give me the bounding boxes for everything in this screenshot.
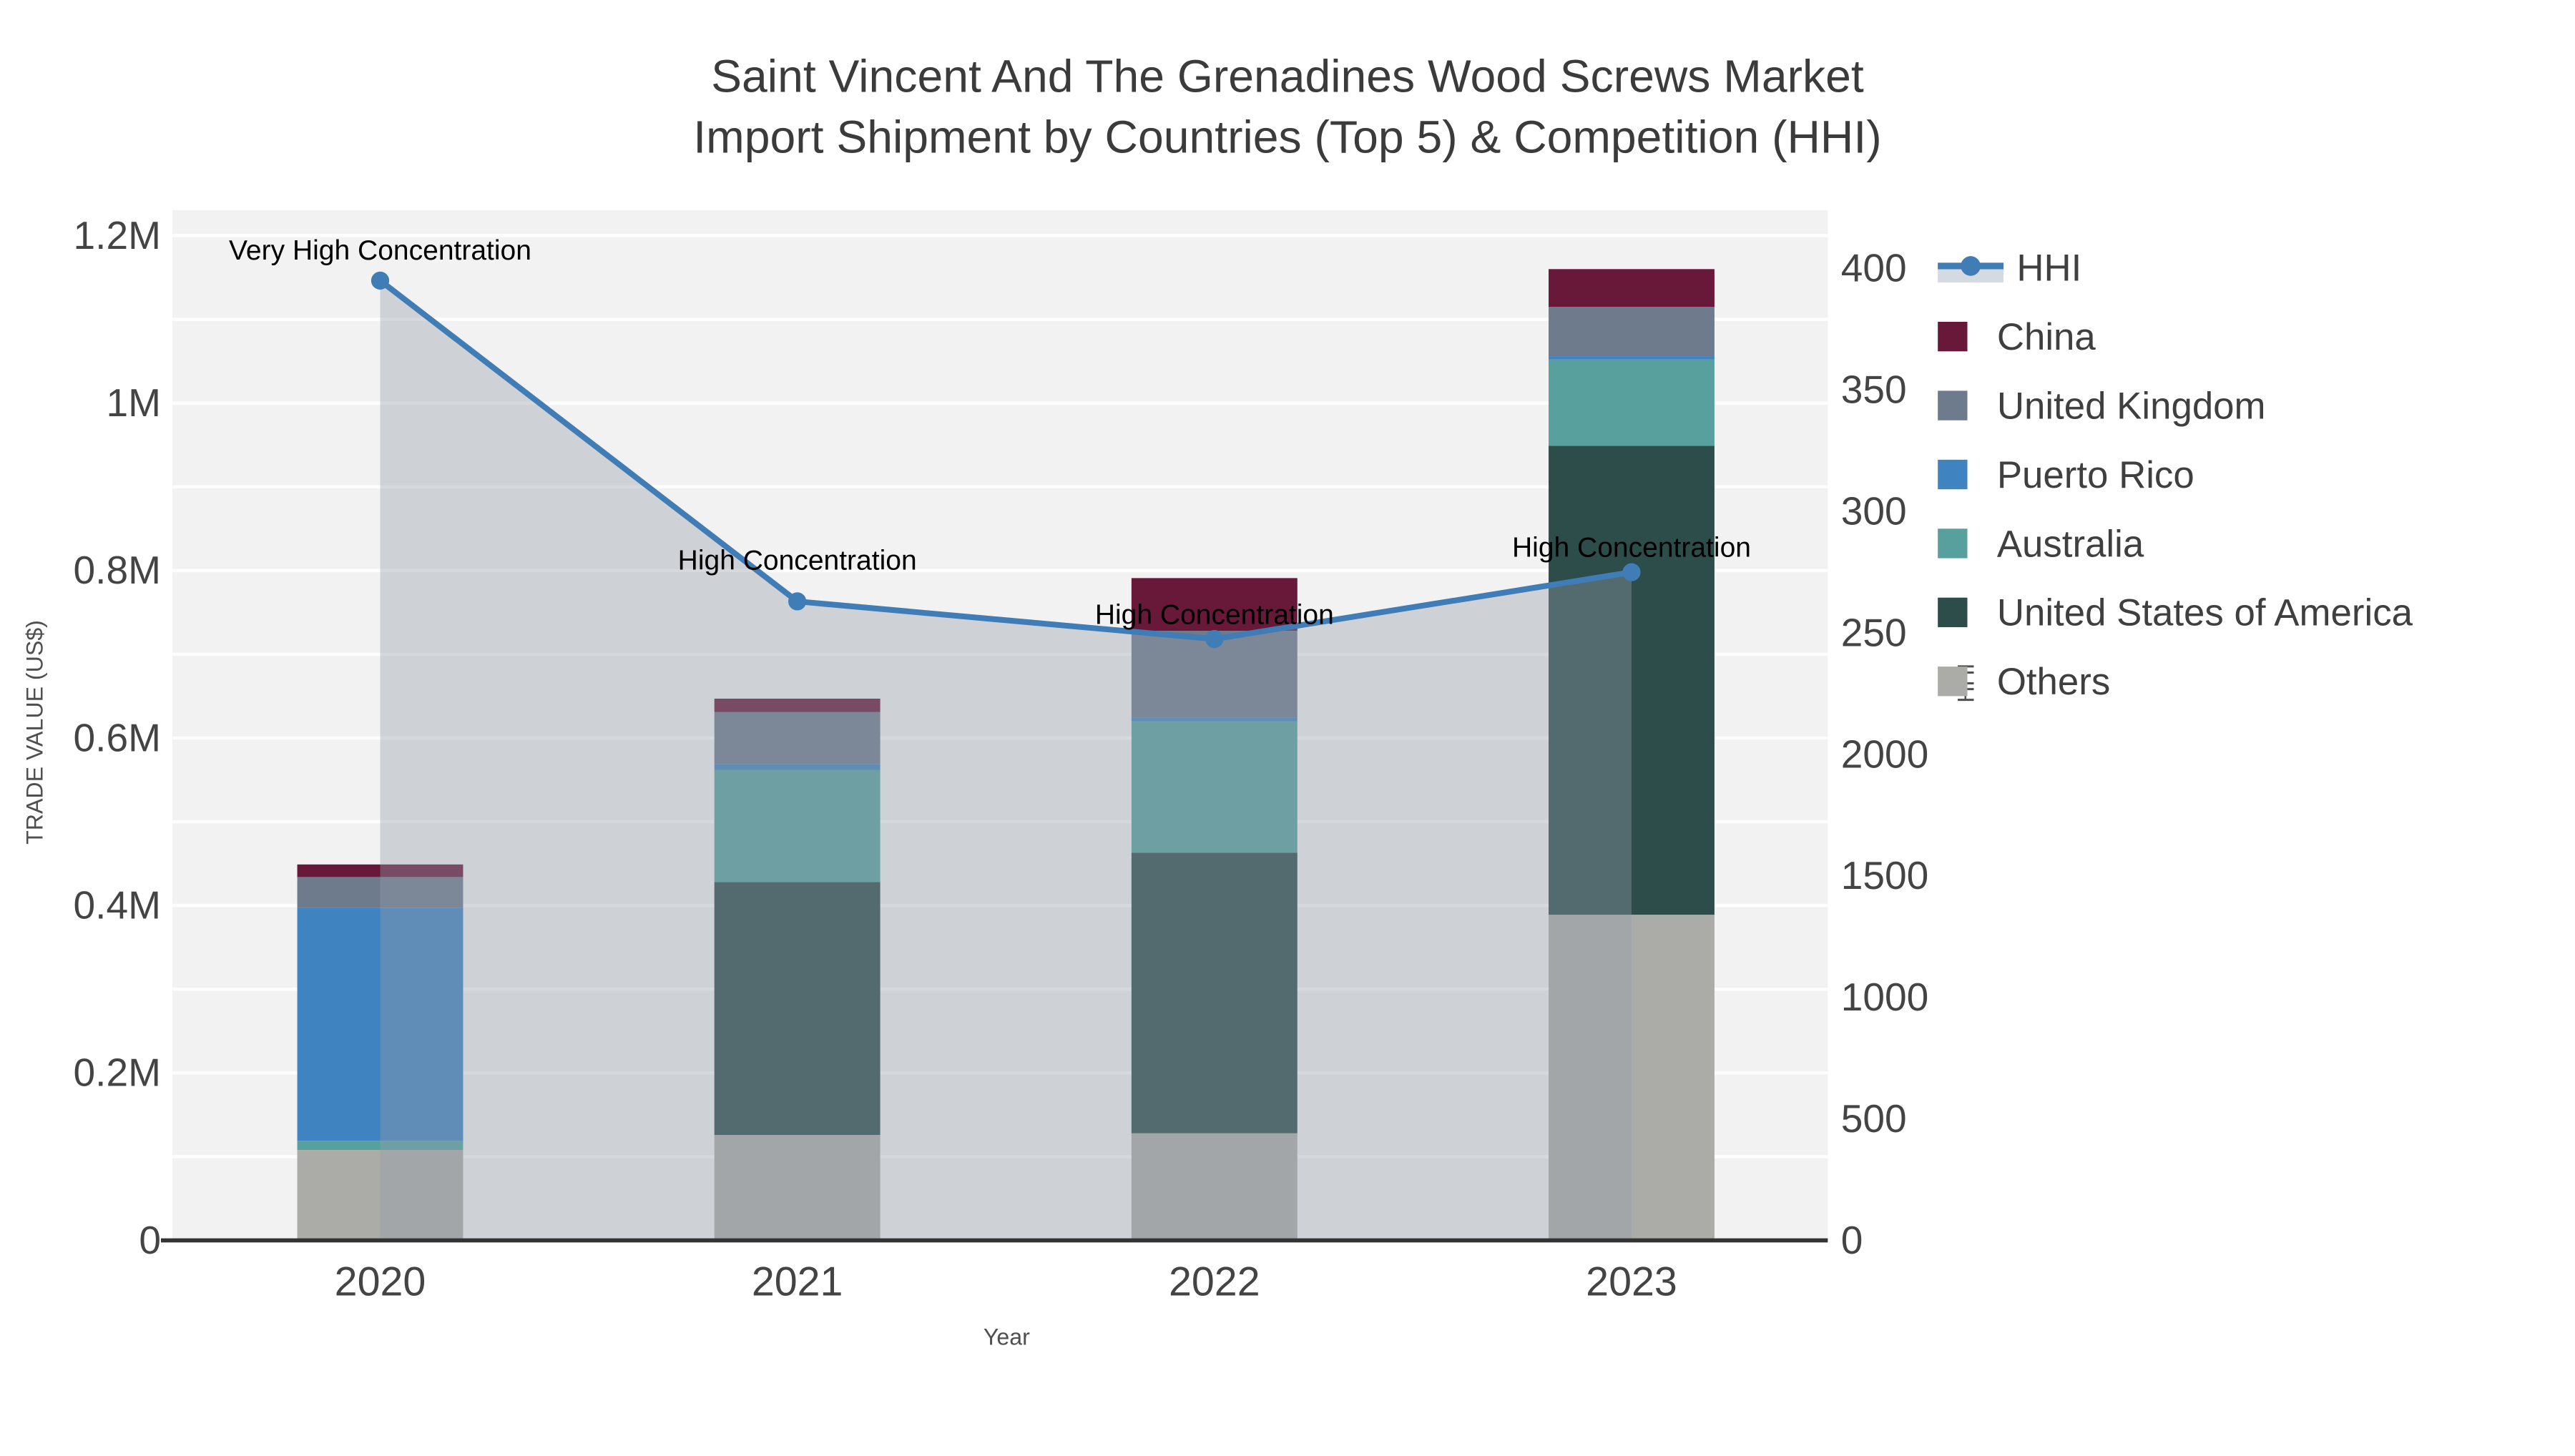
- x-tick-label: 2020: [335, 1259, 426, 1304]
- legend-color-swatch: [1938, 597, 1968, 628]
- hhi-marker-2021[interactable]: [788, 592, 807, 611]
- hhi-marker-2020[interactable]: [371, 271, 390, 290]
- y-right-tick-label: 500: [1841, 1096, 1907, 1141]
- annotation-2020: Very High Concentration: [229, 235, 531, 266]
- bar-segment-china-2022[interactable]: [1131, 578, 1298, 631]
- bar-segment-others-2022[interactable]: [1131, 1133, 1298, 1241]
- annotation-2023: High Concentration: [1512, 532, 1751, 563]
- y-left-tick-label: 0: [139, 1218, 161, 1262]
- hhi-line: [378, 278, 1632, 642]
- bar-segment-united-kingdom-2023[interactable]: [1549, 306, 1715, 357]
- bar-segment-australia-2022[interactable]: [1131, 721, 1298, 853]
- hhi-area-fill: [380, 280, 1632, 1241]
- bar-segment-others-2020[interactable]: [297, 1150, 464, 1241]
- bar-segment-united-states-of-america-2022[interactable]: [1131, 852, 1298, 1133]
- y-right-tick-label: 300: [1841, 489, 1907, 533]
- y-right-tick-label: 1000: [1841, 975, 1929, 1019]
- legend: HHI China United Kingdom Puerto Rico Austral…: [1938, 233, 2413, 716]
- y-left-tick-label: 1.2M: [74, 213, 161, 257]
- y-axis-title-left: TRADE VALUE (US$): [21, 620, 48, 845]
- y-right-tick-label: 400: [1841, 246, 1907, 290]
- legend-hhi-line-swatch: [1938, 251, 2003, 284]
- bar-segment-australia-2020[interactable]: [297, 1141, 464, 1151]
- hhi-marker-2023[interactable]: [1622, 563, 1641, 581]
- y-left-tick-label: 1M: [106, 380, 161, 425]
- bar-segment-australia-2023[interactable]: [1549, 359, 1715, 446]
- legend-color-swatch: [1938, 390, 1968, 420]
- legend-color-swatch: [1938, 528, 1968, 559]
- legend-hhi-marker-dot: [1961, 256, 1981, 276]
- legend-label: Puerto Rico: [1996, 452, 2194, 496]
- legend-label: United Kingdom: [1996, 383, 2266, 426]
- bar-segment-united-states-of-america-2021[interactable]: [714, 882, 881, 1136]
- legend-item-united-states-of-america[interactable]: United States of America: [1938, 578, 2413, 646]
- y-right-tick-label: 0: [1841, 1218, 1863, 1262]
- x-tick-label: 2023: [1586, 1259, 1677, 1304]
- legend-label: United States of America: [1996, 590, 2413, 634]
- x-tick-label: 2022: [1169, 1259, 1260, 1304]
- y-left-tick-label: 0.2M: [74, 1051, 161, 1095]
- annotation-2021: High Concentration: [678, 546, 917, 576]
- legend-item-hhi[interactable]: HHI: [1938, 233, 2413, 302]
- bar-segment-others-2021[interactable]: [714, 1135, 881, 1241]
- bar-segment-puerto-rico-2021[interactable]: [714, 764, 881, 770]
- y-right-tick-label: 2000: [1841, 732, 1929, 776]
- bar-segment-united-kingdom-2020[interactable]: [297, 877, 464, 908]
- bar-segment-china-2020[interactable]: [297, 864, 464, 877]
- chart-title-line2: Import Shipment by Countries (Top 5) & C…: [693, 112, 1882, 163]
- legend-item-puerto-rico[interactable]: Puerto Rico: [1938, 440, 2413, 508]
- legend-item-others[interactable]: Others: [1938, 647, 2413, 716]
- legend-item-australia[interactable]: Australia: [1938, 509, 2413, 578]
- y-left-tick-label: 0.8M: [74, 548, 161, 592]
- bar-segment-china-2021[interactable]: [714, 698, 881, 712]
- y-left-tick-label: 0.6M: [74, 715, 161, 759]
- legend-item-united-kingdom[interactable]: United Kingdom: [1938, 371, 2413, 440]
- chart-title-line1: Saint Vincent And The Grenadines Wood Sc…: [711, 51, 1864, 102]
- bar-segment-puerto-rico-2020[interactable]: [297, 907, 464, 1141]
- bar-segment-puerto-rico-2023[interactable]: [1549, 356, 1715, 360]
- y-right-tick-label: 350: [1841, 368, 1907, 412]
- x-tick-label: 2021: [752, 1259, 843, 1304]
- legend-color-swatch: [1938, 321, 1968, 352]
- bar-segment-united-kingdom-2021[interactable]: [714, 712, 881, 764]
- legend-label: China: [1996, 314, 2096, 358]
- legend-label: Others: [1996, 659, 2111, 702]
- bar-segment-others-2023[interactable]: [1549, 915, 1715, 1241]
- y-right-tick-label: 250: [1841, 610, 1907, 654]
- bar-segment-china-2023[interactable]: [1549, 269, 1715, 307]
- bar-segment-puerto-rico-2022[interactable]: [1131, 717, 1298, 722]
- x-axis-title: Year: [983, 1323, 1030, 1350]
- chart-title: Saint Vincent And The Grenadines Wood Sc…: [0, 46, 2575, 167]
- legend-color-swatch: [1938, 666, 1968, 697]
- legend-label: HHI: [2016, 245, 2082, 288]
- y-left-tick-label: 0.4M: [74, 883, 161, 928]
- legend-item-china[interactable]: China: [1938, 302, 2413, 370]
- bar-segment-australia-2021[interactable]: [714, 769, 881, 882]
- hhi-marker-2022[interactable]: [1205, 629, 1224, 649]
- bar-segment-united-states-of-america-2023[interactable]: [1549, 446, 1715, 915]
- y-right-tick-label: 1500: [1841, 853, 1929, 897]
- legend-color-swatch: [1938, 459, 1968, 490]
- legend-label: Australia: [1996, 521, 2144, 564]
- annotation-2022: High Concentration: [1095, 599, 1334, 630]
